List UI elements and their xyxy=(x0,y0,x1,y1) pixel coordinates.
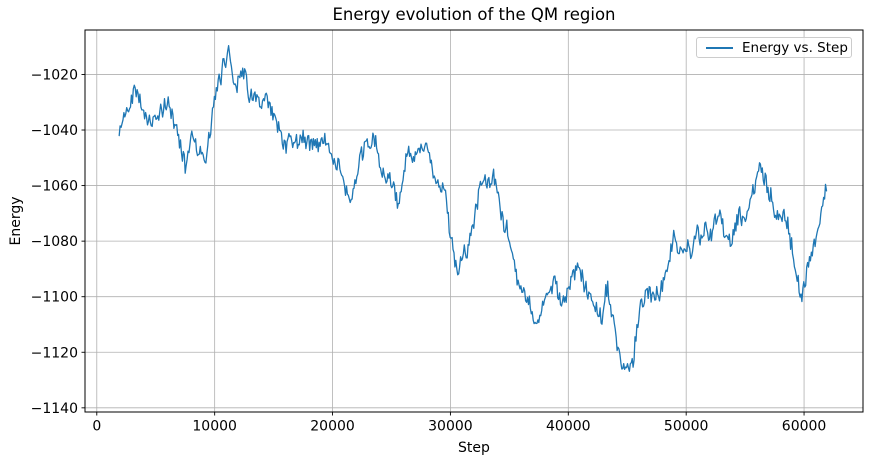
x-tick-label: 60000 xyxy=(782,419,827,435)
legend: Energy vs. Step xyxy=(696,37,852,58)
grid-layer xyxy=(85,30,863,412)
x-tick-label: 40000 xyxy=(546,419,591,435)
y-tick-label: −1080 xyxy=(31,234,78,250)
energy-series-line xyxy=(118,45,828,372)
y-tick-label: −1060 xyxy=(31,179,78,195)
y-tick-label: −1020 xyxy=(31,67,78,83)
plot-spines xyxy=(84,29,864,413)
y-tick-label: −1100 xyxy=(31,290,78,306)
x-tick-label: 0 xyxy=(92,419,101,435)
y-tick-label: −1040 xyxy=(31,123,78,139)
x-tick-label: 30000 xyxy=(428,419,473,435)
legend-label: Energy vs. Step xyxy=(742,39,848,56)
axes-layer: 0 10000 20000 30000 40000 50000 60000 −1020 −104… xyxy=(31,29,864,435)
x-axis-label: Step xyxy=(458,440,490,456)
series-layer xyxy=(118,45,828,372)
chart-title: Energy evolution of the QM region xyxy=(332,5,616,24)
x-tick-label: 20000 xyxy=(310,419,355,435)
y-tick-label: −1120 xyxy=(31,345,78,361)
x-tick-label: 10000 xyxy=(192,419,237,435)
legend-line-swatch xyxy=(706,46,733,49)
x-tick-label: 50000 xyxy=(664,419,709,435)
y-axis-label: Energy xyxy=(8,196,24,246)
y-tick-label: −1140 xyxy=(31,401,78,417)
